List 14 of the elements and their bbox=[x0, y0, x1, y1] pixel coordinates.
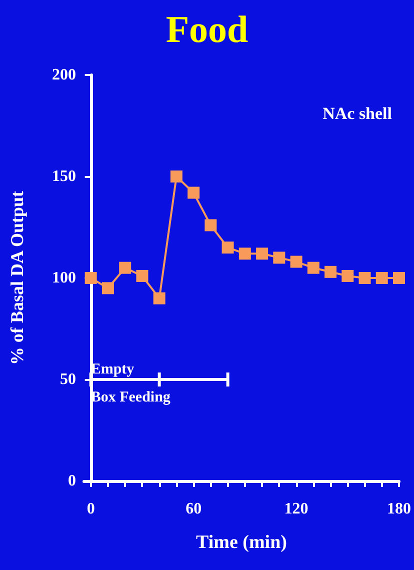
y-axis-title: % of Basal DA Output bbox=[7, 190, 27, 366]
annotation: NAc shell bbox=[322, 104, 392, 123]
y-tick-label: 0 bbox=[68, 472, 76, 490]
x-tick-label: 180 bbox=[387, 500, 411, 518]
x-tick-label: 0 bbox=[86, 500, 95, 518]
y-tick-label: 200 bbox=[52, 66, 76, 84]
annotation: Empty bbox=[90, 362, 135, 378]
x-tick-label: 60 bbox=[186, 500, 202, 518]
chart-title: Food bbox=[166, 9, 248, 51]
y-tick-label: 100 bbox=[52, 270, 76, 286]
y-tick-label: 50 bbox=[60, 371, 76, 388]
x-axis-title: Time (min) bbox=[196, 532, 287, 553]
x-tick-label: 120 bbox=[284, 500, 308, 518]
y-tick-label: 150 bbox=[52, 168, 76, 185]
